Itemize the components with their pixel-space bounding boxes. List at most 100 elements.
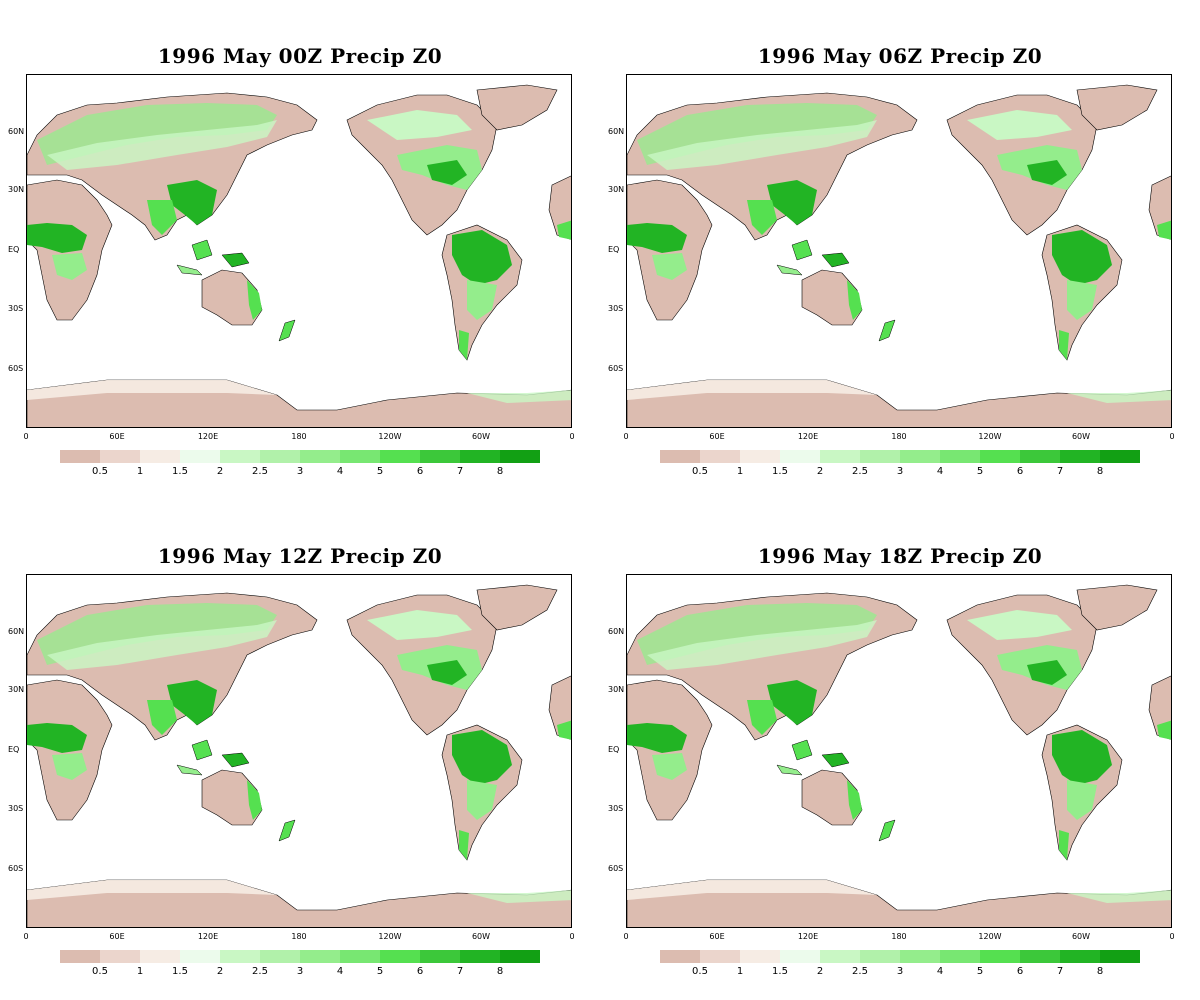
lon-label: 60W [1071,932,1091,941]
colorbar-swatch [340,450,380,463]
north-america-landmass [346,94,498,236]
lat-label: EQ [8,745,20,754]
lon-label: 0 [1169,432,1175,441]
colorbar-label: 6 [416,466,424,477]
colorbar [60,450,540,463]
australia-landmass [201,769,263,826]
greenland-landmass [476,584,558,631]
colorbar-swatch [900,450,940,463]
colorbar-swatch [300,950,340,963]
lon-label: 0 [569,932,575,941]
maritime-continent [776,239,850,276]
colorbar-swatch [820,450,860,463]
map-panel-0: 1996 May 00Z Precip Z0 [0,0,600,500]
colorbar-swatch [140,450,180,463]
eurasia-landmass [27,592,318,741]
north-america-landmass [946,94,1098,236]
lon-label: 0 [23,932,29,941]
colorbar-swatch [1100,450,1140,463]
colorbar-label: 4 [336,966,344,977]
precip-map [27,584,571,927]
colorbar-label: 8 [496,466,504,477]
colorbar-label: 2 [216,966,224,977]
lon-label: 60E [109,432,125,441]
lon-label: 0 [569,432,575,441]
lon-label: 120E [197,432,219,441]
lat-label: EQ [608,745,620,754]
panel-title: 1996 May 00Z Precip Z0 [157,44,443,68]
colorbar-label: 7 [456,966,464,977]
lat-label: 30N [608,185,625,194]
lon-label: 180 [891,932,907,941]
colorbar-swatch [260,450,300,463]
colorbar-swatch [1100,950,1140,963]
lat-label: 30S [8,304,24,313]
precip-map [27,84,571,427]
colorbar-swatch [260,950,300,963]
antarctica-landmass [27,379,571,427]
lon-label: 120E [797,932,819,941]
lon-label: 60W [471,432,491,441]
colorbar-swatch [740,450,780,463]
south-america-landmass [1041,224,1123,361]
antarctica-landmass [627,879,1171,927]
colorbar [660,950,1140,963]
greenland-landmass [1076,84,1158,131]
lat-label: EQ [608,245,620,254]
lon-label: 180 [291,932,307,941]
colorbar-label: 5 [376,466,384,477]
lat-label: 30N [8,685,25,694]
africa-landmass [627,179,713,321]
south-america-landmass [1041,724,1123,861]
lon-label: 120W [378,432,402,441]
colorbar-swatch [1020,950,1060,963]
colorbar-label: 2.5 [852,466,868,477]
colorbar-swatch [700,950,740,963]
map-frame [26,574,572,928]
colorbar-swatch [420,950,460,963]
colorbar-swatch [1060,450,1100,463]
lon-label: 180 [291,432,307,441]
colorbar-label: 2 [816,466,824,477]
colorbar-swatch [220,950,260,963]
eurasia-landmass [27,92,318,241]
lon-label: 180 [891,432,907,441]
greenland-landmass [1076,584,1158,631]
africa-landmass [27,679,113,821]
colorbar-swatch [780,450,820,463]
colorbar-swatch [700,450,740,463]
lat-label: 60N [608,127,625,136]
colorbar-label: 2.5 [252,466,268,477]
map-frame [626,74,1172,428]
precip-map [627,84,1171,427]
colorbar-label: 6 [1016,966,1024,977]
lon-label: 60E [109,932,125,941]
colorbar-label: 5 [376,966,384,977]
south-america-landmass [441,224,523,361]
lon-label: 60E [709,932,725,941]
panel-title: 1996 May 06Z Precip Z0 [757,44,1043,68]
colorbar-swatch [660,950,700,963]
antarctica-landmass [627,379,1171,427]
colorbar-swatch [300,450,340,463]
colorbar [60,950,540,963]
colorbar-swatch [100,450,140,463]
colorbar-swatch [460,450,500,463]
colorbar-label: 2 [816,966,824,977]
lon-label: 60W [471,932,491,941]
panel-title: 1996 May 12Z Precip Z0 [157,544,443,568]
right-edge-landmass [548,675,571,740]
colorbar-label: 1.5 [172,966,188,977]
lat-label: 60S [608,364,624,373]
africa-landmass [27,179,113,321]
maritime-continent [176,239,250,276]
colorbar-label: 2 [216,466,224,477]
colorbar-swatch [860,450,900,463]
colorbar-labels: 0.5 1 1.5 2 2.5 3 4 5 6 7 8 [60,966,540,980]
colorbar-swatch [380,950,420,963]
colorbar [660,450,1140,463]
colorbar-label: 5 [976,466,984,477]
lon-label: 120E [197,932,219,941]
precip-map [627,584,1171,927]
panel-title: 1996 May 18Z Precip Z0 [757,544,1043,568]
